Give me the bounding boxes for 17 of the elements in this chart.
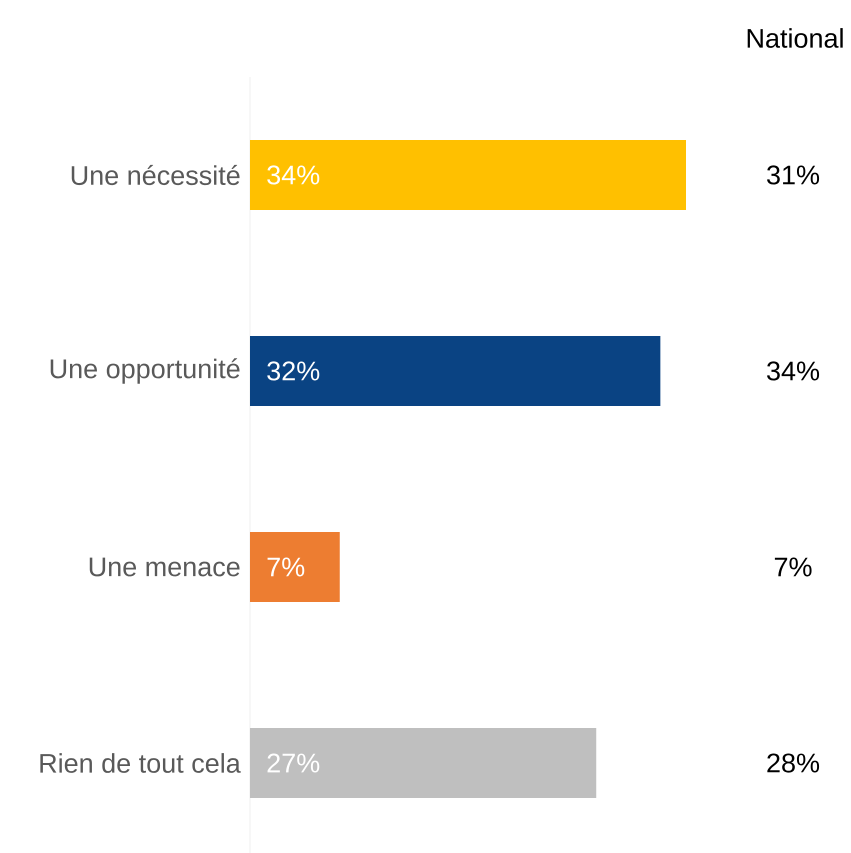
bar [250,336,660,406]
bar [250,532,340,602]
data-label: 34% [267,165,320,185]
text: 31% [767,165,820,185]
data-label: 7% [268,558,304,576]
text: 28% [767,753,820,773]
data-label: 27% [268,753,320,773]
y-tick-label: Une nécessité [72,164,240,186]
text: 7% [774,558,812,576]
y-tick-label: Rien de tout cela [40,753,241,773]
data-label: 32% [267,361,320,381]
y-tick-label: Une opportunité [50,358,240,384]
text: 34% [767,361,820,381]
bar [250,140,686,210]
y-tick-label: Une menace [90,558,240,576]
bar [250,728,596,798]
text: National [748,28,843,48]
